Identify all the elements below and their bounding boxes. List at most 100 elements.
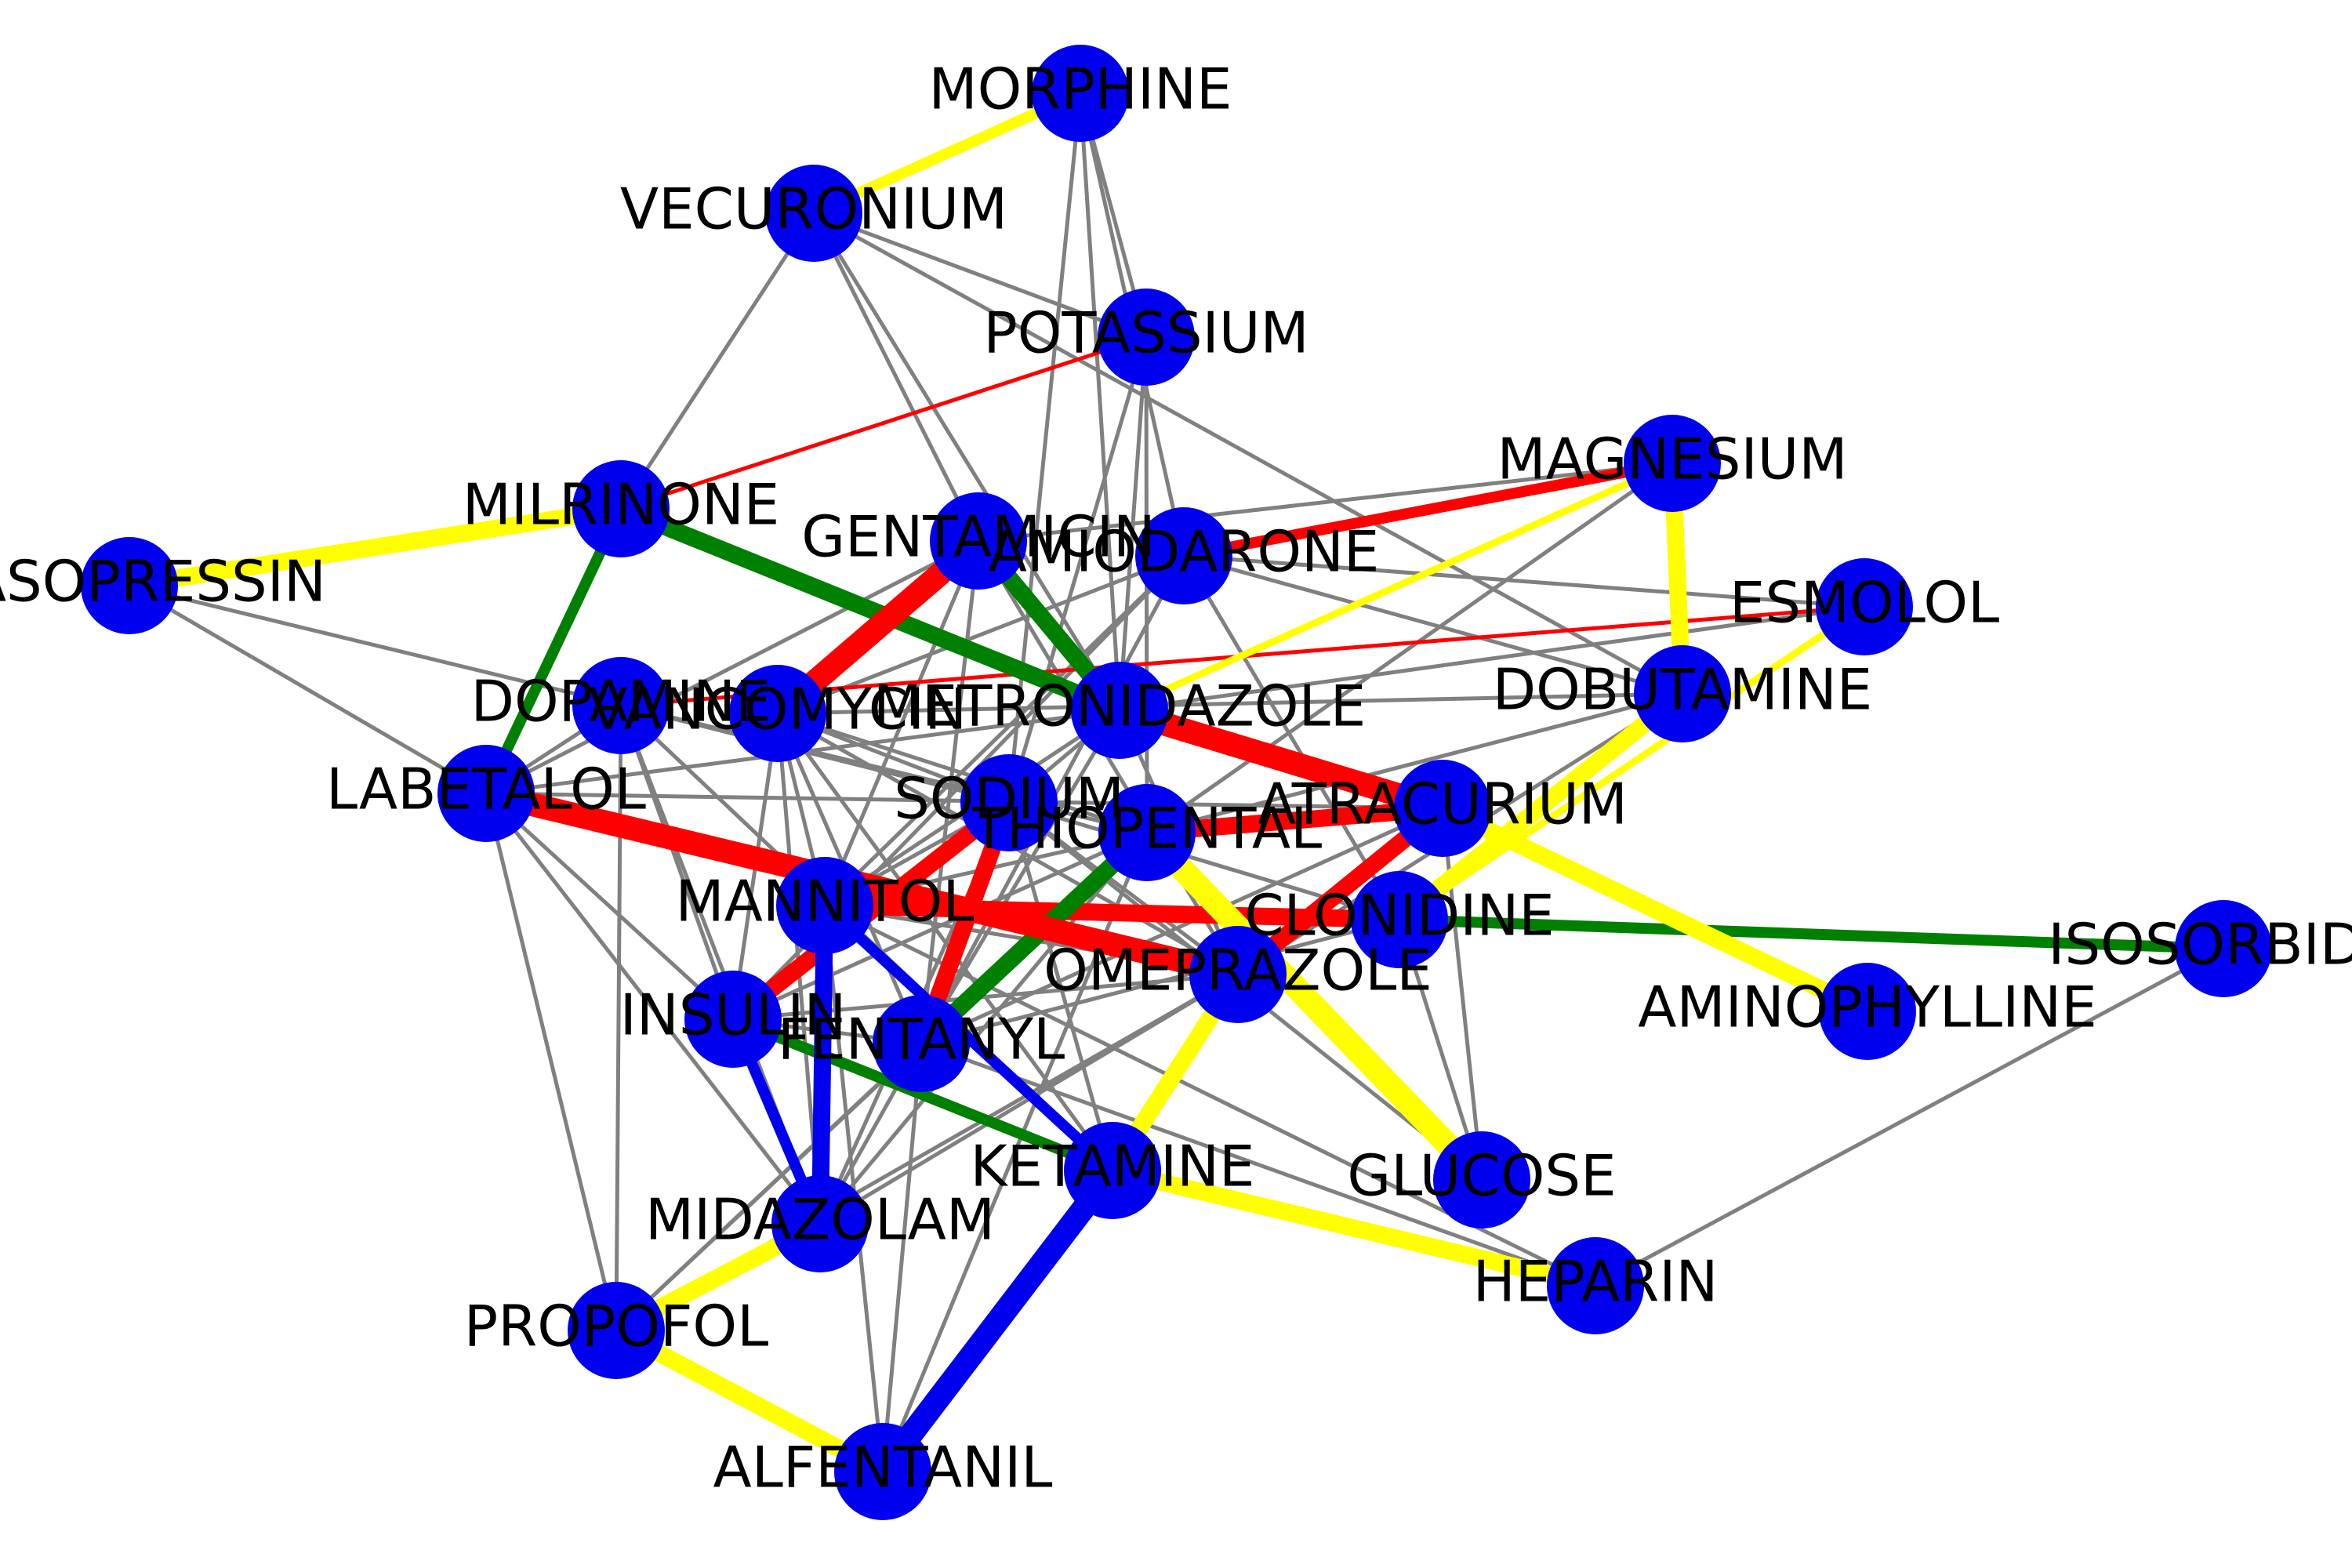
node-labetalol [437, 745, 535, 842]
edge-amiodarone-mannitol [823, 554, 1185, 907]
node-label-ketamine: KETAMINE [970, 1134, 1254, 1200]
node-label-clonidine: CLONIDINE [1244, 883, 1555, 949]
node-potassium [1098, 289, 1195, 386]
node-vancomycin [729, 665, 826, 762]
edge-clonidine-isosorbide [1399, 914, 2224, 954]
edge-fentanyl-propofol [615, 1042, 923, 1332]
edge-morphine-vecuronium [811, 88, 1083, 219]
label-layer: MORPHINE VECURONIUM POTASSIUM MAGNESIUM MILR… [0, 56, 2352, 1501]
node-alfentanil [834, 1423, 931, 1520]
edge-magnesium-metronidazole [1118, 459, 1674, 714]
node-label-insulin: INSULIN [620, 982, 847, 1048]
edge-vecuronium-dobutamine [812, 211, 1684, 696]
edge-gentamicin-labetalol [485, 539, 980, 796]
node-sodium [960, 754, 1058, 851]
edge-mannitol-midazolam [811, 905, 833, 1225]
node-label-glucose: GLUCOSE [1347, 1143, 1616, 1209]
edge-vecuronium-milrinone [619, 212, 816, 510]
node-label-labetalol: LABETALOL [326, 757, 646, 822]
edge-insulin-ketamine [731, 1014, 1115, 1176]
node-label-potassium: POTASSIUM [983, 300, 1308, 366]
node-label-esmolol: ESMOLOL [1730, 570, 1999, 636]
node-label-amiodarone: AMIODARONE [989, 519, 1380, 585]
node-label-atracurium: ATRACURIUM [1258, 771, 1628, 837]
edge-thiopental-fentanyl [915, 826, 1153, 1051]
edge-dobutamine-clonidine [1394, 687, 1688, 927]
node-esmolol [1816, 558, 1913, 655]
node-label-sodium: SODIUM [894, 766, 1124, 832]
node-label-dopamine: DOPAMINE [471, 669, 771, 735]
edge-atracurium-fentanyl [920, 806, 1444, 1046]
node-insulin [684, 971, 782, 1068]
edge-dopamine-sodium [620, 703, 1010, 805]
edge-mannitol-alfentanil [822, 905, 885, 1472]
edge-isosorbide-heparin [1594, 946, 2225, 1288]
node-mannitol [776, 857, 873, 954]
edge-amiodarone-clonidine [1181, 554, 1402, 921]
node-label-alfentanil: ALFENTANIL [713, 1435, 1053, 1501]
node-label-metronidazole: METRONIDAZOLE [873, 673, 1366, 739]
node-propofol [568, 1282, 665, 1379]
node-dopamine [572, 657, 670, 754]
edge-milrinone-vasopressin [128, 500, 622, 594]
edge-vasopressin-labetalol [128, 583, 488, 796]
node-label-vecuronium: VECURONIUM [620, 176, 1007, 242]
node-label-isosorbide: ISOSORBIDE [2048, 912, 2352, 978]
node-magnesium [1624, 415, 1721, 512]
node-label-milrinone: MILRINONE [463, 472, 780, 538]
node-label-midazolam: MIDAZOLAM [645, 1187, 995, 1253]
edge-vancomycin-thiopental [777, 711, 1148, 835]
node-omeprazole [1189, 926, 1287, 1023]
edge-potassium-sodium [1007, 336, 1149, 804]
edge-vecuronium-gentamicin [811, 212, 981, 543]
node-label-omeprazole: OMEPRAZOLE [1044, 938, 1432, 1004]
edge-esmolol-metronidazole [1119, 604, 1865, 713]
node-label-heparin: HEPARIN [1473, 1249, 1719, 1315]
node-clonidine [1351, 871, 1448, 968]
node-vasopressin [81, 537, 178, 634]
node-label-dobutamine: DOBUTAMINE [1493, 657, 1873, 723]
edge-milrinone-potassium [620, 335, 1147, 511]
node-label-vasopressin: VASOPRESSIN [0, 549, 326, 615]
edge-milrinone-labetalol [481, 506, 626, 796]
node-label-mannitol: MANNITOL [675, 869, 974, 935]
edge-thiopental-glucose [1138, 824, 1490, 1189]
edge-amiodarone-dobutamine [1183, 554, 1683, 696]
edge-vecuronium-metronidazole [811, 212, 1122, 712]
node-label-morphine: MORPHINE [929, 56, 1232, 122]
node-heparin [1547, 1237, 1644, 1334]
edge-milrinone-metronidazole [617, 500, 1123, 719]
node-morphine [1032, 45, 1129, 142]
edge-labetalol-propofol [484, 793, 619, 1331]
node-atracurium [1394, 760, 1491, 857]
edge-gentamicin-omeprazole [976, 539, 1240, 976]
node-layer [81, 45, 2272, 1520]
edge-thiopental-atracurium [1146, 800, 1443, 841]
node-label-propofol: PROPOFOL [464, 1294, 768, 1359]
edge-metronidazole-fentanyl [919, 709, 1122, 1045]
node-label-magnesium: MAGNESIUM [1497, 426, 1847, 492]
node-label-aminophylline: AMINOPHYLLINE [1638, 975, 2097, 1040]
edge-sodium-ketamine [1007, 802, 1115, 1171]
edge-ketamine-alfentanil [873, 1163, 1122, 1479]
edge-vecuronium-potassium [813, 211, 1147, 339]
node-metronidazole [1071, 662, 1168, 759]
node-label-gentamicin: GENTAMICIN [801, 504, 1156, 570]
node-label-fentanyl: FENTANYL [778, 1007, 1065, 1073]
node-vecuronium [765, 165, 862, 262]
edge-amiodarone-esmolol [1183, 554, 1865, 609]
edge-magnesium-amiodarone [1182, 458, 1674, 561]
edge-magnesium-thiopental [1145, 461, 1674, 835]
node-amiodarone [1135, 507, 1232, 604]
edge-labetalol-midazolam [485, 792, 822, 1225]
edge-fentanyl-heparin [920, 1041, 1596, 1288]
node-thiopental [1098, 784, 1196, 881]
edge-dobutamine-thiopental [1146, 691, 1683, 835]
edge-atracurium-aminophylline [1439, 800, 1871, 1019]
edge-propofol-alfentanil [612, 1323, 887, 1479]
edge-metronidazole-atracurium [1116, 699, 1446, 820]
node-label-vancomycin: VANCOMYCIN [589, 677, 967, 742]
edge-morphine-sodium [1007, 93, 1083, 804]
edge-morphine-metronidazole [1078, 93, 1122, 711]
